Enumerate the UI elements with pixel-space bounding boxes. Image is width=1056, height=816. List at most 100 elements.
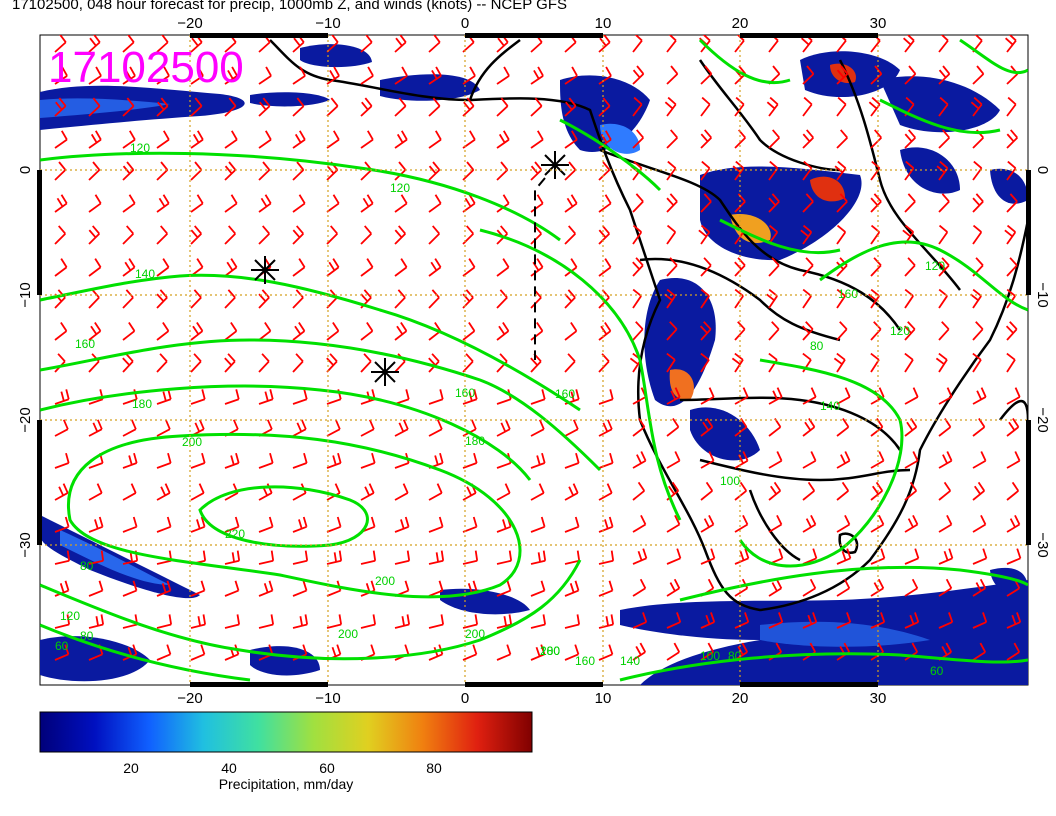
wind-barb bbox=[428, 97, 441, 117]
wind-barb bbox=[190, 580, 206, 597]
wind-barb bbox=[292, 258, 306, 277]
country-border bbox=[599, 148, 902, 331]
wind-barb bbox=[938, 96, 949, 117]
wind-barb bbox=[292, 225, 304, 245]
wind-barb bbox=[666, 35, 677, 53]
wind-barb bbox=[54, 516, 70, 533]
wind-barb bbox=[700, 642, 715, 661]
wind-barb bbox=[1006, 257, 1018, 277]
wind-barb bbox=[156, 161, 169, 181]
wind-barb bbox=[870, 193, 882, 213]
wind-barb bbox=[632, 96, 643, 117]
wind-barb bbox=[700, 193, 712, 213]
wind-barb bbox=[632, 288, 642, 309]
contour-label: 180 bbox=[540, 644, 560, 658]
wind-barb bbox=[564, 66, 578, 85]
wind-barb bbox=[768, 387, 783, 405]
wind-barb bbox=[190, 97, 203, 117]
wind-barb bbox=[802, 288, 812, 309]
wind-barb bbox=[428, 225, 440, 245]
wind-barb bbox=[428, 66, 442, 85]
wind-barb bbox=[530, 644, 546, 661]
wind-barb bbox=[258, 516, 274, 533]
wind-barb bbox=[88, 614, 105, 629]
wind-barb bbox=[122, 194, 136, 213]
wind-barb bbox=[1006, 129, 1018, 149]
wind-barb bbox=[1006, 418, 1020, 437]
wind-barb bbox=[1006, 451, 1021, 469]
wind-barb bbox=[870, 129, 882, 149]
wind-barb bbox=[54, 194, 68, 213]
contour-label: 60 bbox=[930, 664, 944, 678]
lon-tick-label-top: 0 bbox=[461, 15, 469, 32]
wind-barb bbox=[530, 550, 547, 565]
wind-barb bbox=[938, 451, 953, 469]
wind-barb bbox=[1006, 514, 1021, 533]
wind-barb bbox=[666, 451, 681, 469]
lon-tick-label-bottom: −20 bbox=[177, 690, 202, 707]
wind-barb bbox=[54, 644, 70, 661]
wind-barb bbox=[632, 224, 643, 245]
colorbar-tick-label: 40 bbox=[221, 760, 237, 776]
country-border bbox=[748, 489, 801, 562]
wind-barb bbox=[972, 481, 986, 501]
wind-barb bbox=[326, 322, 340, 341]
contour-line bbox=[40, 273, 581, 412]
contour-label: 100 bbox=[700, 649, 720, 663]
wind-barb bbox=[156, 66, 170, 85]
precip-area bbox=[250, 92, 330, 107]
lon-tick-label-top: 10 bbox=[595, 15, 612, 32]
wind-barb bbox=[836, 65, 849, 85]
wind-barb bbox=[530, 516, 546, 533]
wind-barb bbox=[530, 452, 546, 469]
wind-barb bbox=[802, 129, 814, 149]
wind-barb bbox=[156, 35, 169, 53]
wind-barb bbox=[1006, 193, 1018, 213]
wind-barb bbox=[700, 548, 716, 565]
wind-barb bbox=[938, 321, 950, 341]
axis-tick-labels: −20 −20 −10 −10 0 0 10 10 20 20 30 30 0 0 −10 −10 −20 −20… bbox=[17, 15, 1051, 707]
wind-barb bbox=[122, 258, 136, 277]
wind-barb bbox=[258, 580, 274, 597]
wind-barb bbox=[326, 452, 342, 469]
wind-barb bbox=[462, 550, 479, 565]
wind-barb bbox=[632, 321, 644, 341]
wind-barb bbox=[972, 548, 988, 565]
wind-barb bbox=[836, 481, 850, 501]
wind-barb bbox=[734, 481, 748, 501]
contour-label: 200 bbox=[338, 627, 358, 641]
wind-barb bbox=[292, 516, 308, 533]
wind-barb bbox=[190, 322, 204, 341]
colorbar-ticks: 20 40 60 80 bbox=[123, 760, 442, 776]
wind-barb bbox=[666, 387, 681, 405]
contour-label: 80 bbox=[80, 629, 94, 643]
wind-barb bbox=[496, 614, 513, 629]
wind-barb bbox=[972, 418, 986, 437]
contour-label: 160 bbox=[555, 387, 575, 401]
wind-barb bbox=[836, 387, 851, 405]
wind-barb bbox=[122, 516, 138, 533]
wind-barb bbox=[734, 548, 750, 565]
wind-barb bbox=[462, 452, 478, 469]
wind-barb bbox=[326, 66, 340, 85]
wind-barb bbox=[462, 225, 474, 245]
wind-barb bbox=[530, 419, 545, 437]
wind-barb bbox=[938, 548, 954, 565]
lon-tick-label-top: 20 bbox=[732, 15, 749, 32]
wind-barb bbox=[802, 514, 817, 533]
wind-barb bbox=[122, 389, 138, 405]
wind-barb bbox=[564, 644, 580, 661]
lat-tick-label-right: 0 bbox=[1034, 166, 1051, 174]
wind-barb bbox=[768, 321, 780, 341]
wind-barb bbox=[190, 516, 206, 533]
wind-barb bbox=[904, 548, 920, 565]
wind-barb bbox=[802, 578, 817, 597]
wind-barb bbox=[700, 257, 712, 277]
wind-barb bbox=[122, 452, 138, 469]
country-border bbox=[699, 458, 911, 482]
wind-barb bbox=[428, 580, 444, 597]
wind-barb bbox=[462, 97, 475, 117]
wind-barb bbox=[428, 289, 440, 309]
wind-barb bbox=[496, 322, 510, 341]
wind-barb bbox=[88, 516, 104, 533]
